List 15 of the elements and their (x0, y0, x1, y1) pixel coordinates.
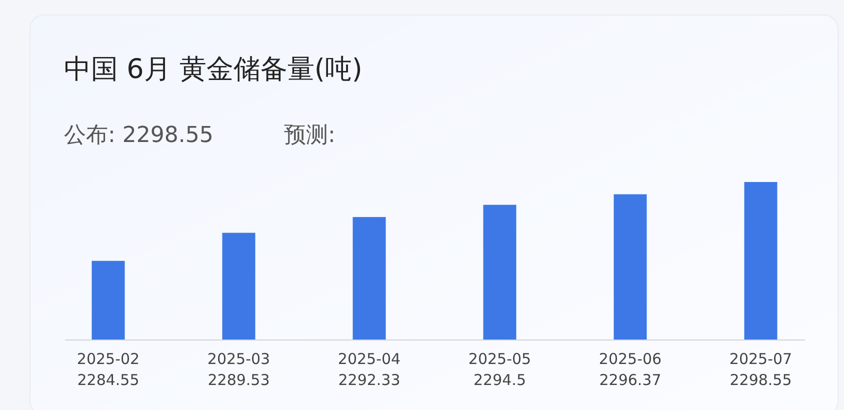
data-label: 2296.37 (599, 371, 662, 389)
x-tick-label: 2025-05 (468, 350, 532, 368)
data-label: 2284.55 (77, 371, 140, 389)
x-tick-label: 2025-02 (76, 350, 140, 368)
data-label: 2289.53 (208, 371, 270, 389)
chart-subtitle: 公布: 2298.55 (64, 123, 214, 148)
data-label: 2298.55 (730, 371, 792, 389)
x-tick-label: 2025-06 (598, 350, 662, 368)
x-tick-label: 2025-03 (207, 350, 270, 368)
chart-title: 中国 6月 黄金储备量(吨) (64, 54, 362, 85)
data-label: 2294.5 (474, 371, 526, 389)
x-tick-label: 2025-04 (338, 350, 401, 368)
x-tick-label: 2025-07 (729, 350, 792, 368)
data-label: 2292.33 (338, 371, 400, 389)
text: 预测: (284, 123, 336, 148)
